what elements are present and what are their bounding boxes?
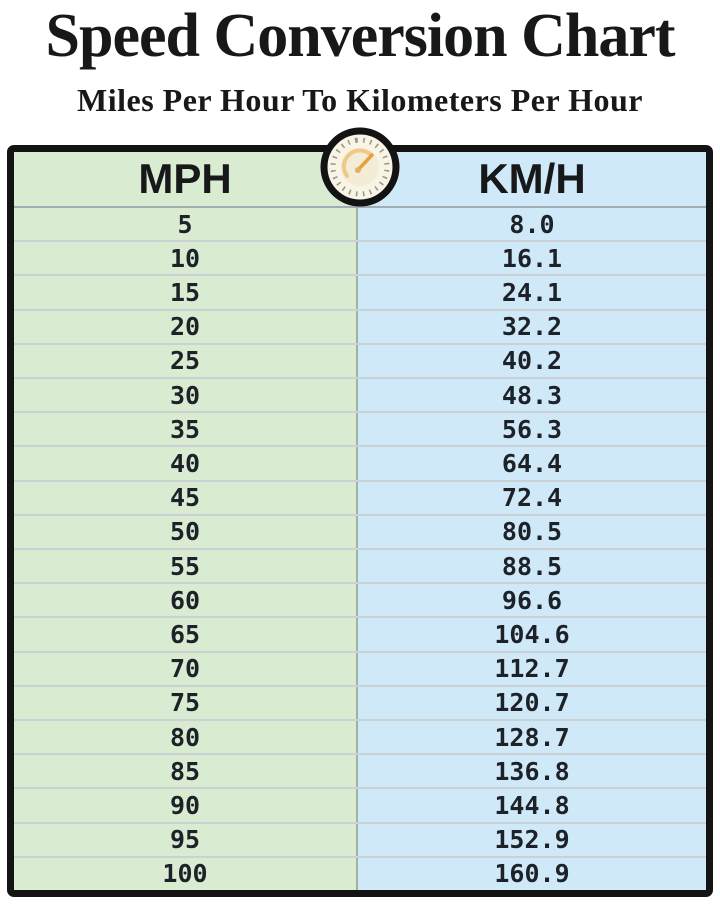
table-row: 70 112.7	[14, 650, 706, 685]
kmh-cell: 24.1	[358, 276, 706, 309]
mph-cell: 10	[14, 242, 358, 275]
table-row: 100 160.9	[14, 855, 706, 891]
mph-cell: 95	[14, 823, 358, 856]
page-title: Speed Conversion Chart	[45, 2, 675, 70]
kmh-cell: 160.9	[358, 857, 706, 891]
kmh-cell: 112.7	[358, 652, 706, 685]
kmh-cell: 56.3	[358, 413, 706, 446]
table-row: 10 16.1	[14, 240, 706, 275]
kmh-cell: 88.5	[358, 550, 706, 583]
table-row: 95 152.9	[14, 821, 706, 856]
mph-cell: 65	[14, 618, 358, 651]
kmh-cell: 96.6	[358, 584, 706, 617]
mph-cell: 70	[14, 652, 358, 685]
table-row: 45 72.4	[14, 479, 706, 514]
kmh-cell: 144.8	[358, 789, 706, 822]
mph-cell: 35	[14, 413, 358, 446]
mph-cell: 75	[14, 686, 358, 720]
kmh-cell: 80.5	[358, 515, 706, 549]
table-row: 15 24.1	[14, 274, 706, 309]
mph-cell: 85	[14, 755, 358, 788]
column-header-mph: MPH	[14, 152, 358, 206]
page-subtitle: Miles Per Hour To Kilometers Per Hour	[77, 82, 643, 118]
conversion-table: MPH KM/H 5 8.0 10 16.1 15 24.1 20 32.2 25 40.2 30 4…	[7, 145, 713, 897]
kmh-cell: 8.0	[358, 208, 706, 241]
mph-cell: 80	[14, 721, 358, 754]
table-row: 85 136.8	[14, 753, 706, 788]
table-row: 50 80.5	[14, 513, 706, 549]
mph-cell: 45	[14, 481, 358, 514]
mph-cell: 60	[14, 584, 358, 617]
kmh-cell: 32.2	[358, 310, 706, 343]
mph-cell: 5	[14, 208, 358, 241]
mph-cell: 20	[14, 310, 358, 343]
table-row: 35 56.3	[14, 411, 706, 446]
table-row: 40 64.4	[14, 445, 706, 480]
mph-cell: 100	[14, 857, 358, 891]
kmh-cell: 48.3	[358, 379, 706, 412]
kmh-cell: 40.2	[358, 344, 706, 378]
kmh-cell: 72.4	[358, 481, 706, 514]
kmh-cell: 104.6	[358, 618, 706, 651]
mph-cell: 25	[14, 344, 358, 378]
column-header-kmh: KM/H	[358, 152, 706, 206]
mph-cell: 30	[14, 379, 358, 412]
table-body: 5 8.0 10 16.1 15 24.1 20 32.2 25 40.2 30 48.3 35 56.3…	[14, 208, 706, 891]
kmh-cell: 16.1	[358, 242, 706, 275]
table-row: 25 40.2	[14, 342, 706, 378]
kmh-cell: 64.4	[358, 447, 706, 480]
speedometer-gauge-icon	[320, 127, 400, 207]
table-header-row: MPH KM/H	[14, 152, 706, 208]
table-row: 60 96.6	[14, 582, 706, 617]
mph-cell: 55	[14, 550, 358, 583]
table-row: 90 144.8	[14, 787, 706, 822]
table-row: 80 128.7	[14, 719, 706, 754]
kmh-cell: 136.8	[358, 755, 706, 788]
kmh-cell: 152.9	[358, 823, 706, 856]
table-row: 30 48.3	[14, 377, 706, 412]
table-row: 75 120.7	[14, 684, 706, 720]
mph-cell: 40	[14, 447, 358, 480]
mph-cell: 15	[14, 276, 358, 309]
kmh-cell: 128.7	[358, 721, 706, 754]
table-row: 55 88.5	[14, 548, 706, 583]
mph-cell: 50	[14, 515, 358, 549]
table-row: 20 32.2	[14, 308, 706, 343]
kmh-cell: 120.7	[358, 686, 706, 720]
mph-cell: 90	[14, 789, 358, 822]
table-row: 65 104.6	[14, 616, 706, 651]
table-row: 5 8.0	[14, 208, 706, 241]
